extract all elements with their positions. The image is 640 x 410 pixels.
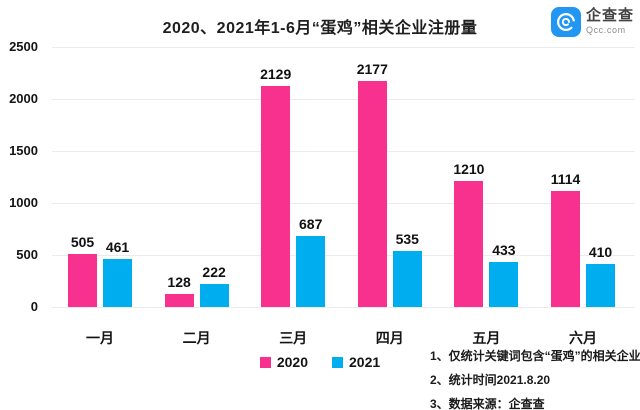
- legend-label: 2021: [349, 354, 381, 370]
- bar-value-label: 1210: [453, 161, 485, 177]
- footnote: 2、统计时间2021.8.20: [430, 373, 551, 387]
- logo-name: 企查查: [585, 7, 634, 25]
- chart-title: 2020、2021年1-6月“蛋鸡”相关企业注册量: [162, 20, 478, 37]
- x-axis-tick-label: 五月: [472, 330, 501, 346]
- legend-swatch: [332, 356, 343, 368]
- y-axis-tick-label: 2000: [9, 91, 38, 106]
- x-axis-tick-label: 四月: [375, 330, 404, 346]
- y-axis-tick-label: 1000: [9, 195, 38, 210]
- x-axis-tick-label: 三月: [279, 330, 308, 346]
- bar-2021: [586, 264, 615, 307]
- x-axis-tick-label: 一月: [86, 330, 114, 346]
- bar-value-label: 222: [202, 264, 226, 280]
- legend-swatch: [259, 356, 271, 368]
- gridline: [52, 255, 635, 256]
- bar-2020: [261, 86, 291, 307]
- qcc-logo-text: 企查查 Qcc.com: [586, 8, 634, 35]
- bar-2020: [164, 294, 194, 307]
- y-axis: 0 500 1000 1500 2000 2500: [0, 0, 40, 410]
- y-axis-tick-label: 0: [30, 299, 38, 314]
- bar-2021: [489, 262, 519, 307]
- gridline: [52, 151, 635, 152]
- bar-value-label: 410: [588, 244, 613, 260]
- footnote: 3、数据来源：企查查: [430, 397, 545, 410]
- bar-2021: [296, 236, 326, 307]
- bar-value-label: 505: [70, 234, 95, 250]
- bar-2020: [551, 191, 580, 307]
- footnote: 1、仅统计关键词包含“蛋鸡”的相关企业: [430, 349, 640, 363]
- bar-2021: [392, 251, 422, 307]
- gridline: [52, 47, 635, 48]
- gridline: [52, 99, 635, 100]
- bar-2020: [357, 81, 387, 307]
- qcc-logo-icon: [550, 7, 581, 37]
- bar-value-label: 2177: [356, 61, 388, 77]
- y-axis-tick-label: 1500: [9, 143, 38, 158]
- legend-item: 2020: [259, 354, 308, 370]
- bar-value-label: 128: [167, 274, 191, 290]
- legend: 2020 2021: [0, 354, 640, 370]
- footnotes: 1、仅统计关键词包含“蛋鸡”的相关企业 2、统计时间2021.8.20 3、数据来源…: [430, 344, 640, 410]
- x-axis-tick-label: 二月: [182, 330, 211, 346]
- bar-value-label: 535: [395, 231, 419, 247]
- bar-2021: [199, 284, 229, 307]
- x-axis-tick-label: 六月: [569, 330, 597, 346]
- plot-area: 505 461 一月 128 222 二月 2129 687 三月 2177 535 四月 1210 43…: [52, 47, 635, 346]
- y-axis-tick-label: 500: [16, 247, 38, 262]
- bar-value-label: 2129: [260, 66, 292, 82]
- bar-value-label: 461: [105, 239, 130, 255]
- bar-2020: [454, 181, 484, 307]
- bar-2020: [68, 254, 97, 307]
- bar-2021: [103, 259, 132, 307]
- bar-value-label: 1114: [550, 171, 581, 187]
- gridline: [52, 203, 635, 204]
- legend-label: 2020: [276, 354, 308, 370]
- qcc-logo: 企查查 Qcc.com: [550, 7, 634, 37]
- bar-value-label: 687: [299, 216, 323, 232]
- logo-domain: Qcc.com: [585, 24, 626, 35]
- legend-item: 2021: [332, 354, 380, 370]
- bar-value-label: 433: [492, 242, 516, 258]
- y-axis-tick-label: 2500: [9, 39, 38, 54]
- gridline: [52, 307, 635, 308]
